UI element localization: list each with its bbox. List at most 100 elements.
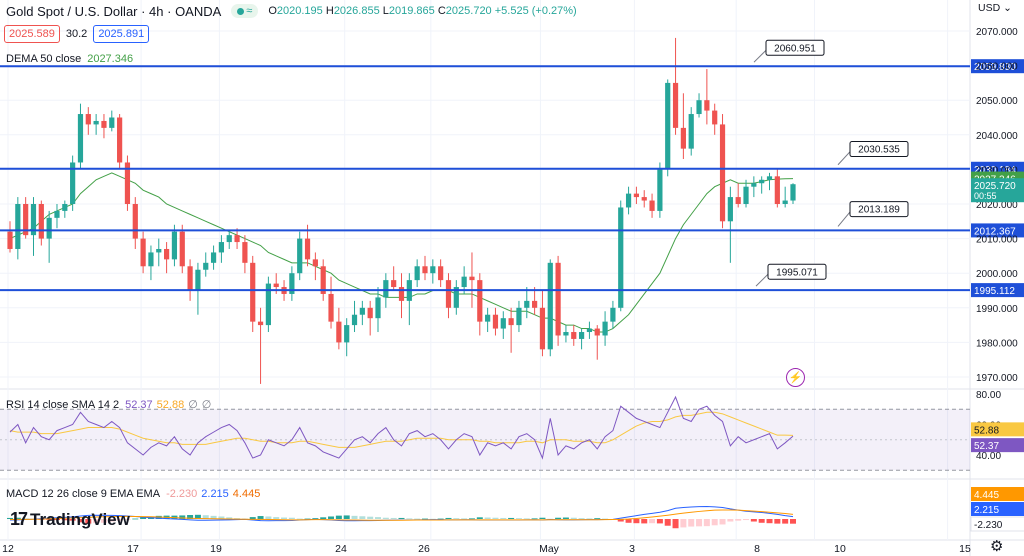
candle[interactable] (610, 307, 616, 322)
candle[interactable] (62, 204, 68, 211)
candle[interactable] (469, 276, 475, 281)
macd-histogram-bar[interactable] (210, 515, 217, 519)
candle[interactable] (359, 307, 365, 315)
macd-histogram-bar[interactable] (461, 518, 468, 520)
candle[interactable] (774, 176, 780, 204)
dema-legend[interactable]: DEMA 50 close 2027.346 (6, 53, 134, 65)
macd-histogram-bar[interactable] (312, 518, 319, 519)
candle[interactable] (320, 266, 326, 294)
macd-histogram-bar[interactable] (727, 519, 734, 522)
macd-histogram-bar[interactable] (328, 516, 335, 519)
candle[interactable] (500, 318, 506, 329)
candle[interactable] (203, 262, 209, 270)
macd-histogram-bar[interactable] (758, 519, 765, 523)
macd-histogram-bar[interactable] (187, 515, 194, 519)
candle[interactable] (453, 287, 459, 308)
candle[interactable] (790, 184, 796, 201)
candle[interactable] (54, 210, 60, 218)
macd-histogram-bar[interactable] (382, 517, 389, 519)
candle[interactable] (234, 235, 240, 243)
candle[interactable] (665, 82, 671, 170)
candle[interactable] (383, 280, 389, 298)
candle[interactable] (751, 183, 757, 187)
candle[interactable] (578, 332, 585, 339)
macd-histogram-bar[interactable] (656, 519, 663, 524)
candle[interactable] (680, 127, 686, 149)
macd-histogram-bar[interactable] (265, 516, 272, 519)
candle[interactable] (218, 242, 225, 253)
macd-histogram-bar[interactable] (492, 517, 499, 519)
candle[interactable] (109, 117, 115, 128)
rsi-legend[interactable]: RSI 14 close SMA 14 2 52.37 52.88 ∅ ∅ (6, 399, 212, 411)
candle[interactable] (7, 231, 13, 249)
macd-histogram-bar[interactable] (116, 519, 123, 521)
candle[interactable] (77, 114, 84, 163)
macd-pane[interactable] (7, 506, 796, 529)
candle[interactable] (93, 120, 99, 125)
rsi-pane[interactable] (0, 395, 970, 471)
candle[interactable] (704, 100, 710, 111)
candle[interactable] (438, 266, 444, 281)
candle[interactable] (563, 332, 569, 336)
candle[interactable] (445, 280, 452, 308)
macd-histogram-bar[interactable] (539, 517, 546, 519)
candle[interactable] (571, 332, 577, 339)
macd-histogram-bar[interactable] (445, 517, 452, 519)
candle[interactable] (532, 300, 538, 308)
candle[interactable] (351, 314, 358, 326)
macd-histogram-bar[interactable] (774, 519, 781, 524)
candle[interactable] (164, 248, 170, 260)
price-callout[interactable] (849, 141, 909, 158)
candle[interactable] (273, 283, 279, 288)
macd-histogram-bar[interactable] (578, 518, 585, 519)
macd-histogram-bar[interactable] (484, 517, 491, 519)
macd-histogram-bar[interactable] (398, 517, 405, 519)
candle[interactable] (328, 293, 334, 322)
macd-histogram-bar[interactable] (61, 519, 68, 521)
price-callout[interactable] (849, 201, 909, 218)
macd-histogram-bar[interactable] (523, 518, 530, 520)
macd-histogram-bar[interactable] (46, 519, 53, 520)
macd-histogram-bar[interactable] (508, 517, 515, 519)
macd-histogram-bar[interactable] (124, 519, 131, 520)
macd-histogram-bar[interactable] (711, 519, 718, 526)
macd-histogram-bar[interactable] (320, 517, 327, 519)
macd-histogram-bar[interactable] (335, 515, 342, 519)
macd-histogram-bar[interactable] (100, 519, 107, 523)
macd-histogram-bar[interactable] (257, 516, 264, 519)
macd-signal-line[interactable] (9, 509, 794, 521)
macd-histogram-bar[interactable] (672, 519, 679, 529)
macd-histogram-bar[interactable] (555, 517, 562, 519)
macd-histogram-bar[interactable] (562, 517, 569, 519)
candle[interactable] (148, 252, 154, 267)
macd-histogram-bar[interactable] (296, 518, 303, 520)
macd-histogram-bar[interactable] (743, 519, 750, 521)
symbol-title[interactable]: Gold Spot / U.S. Dollar · 4h · OANDA (6, 3, 222, 19)
candle[interactable] (375, 297, 381, 319)
candle[interactable] (289, 273, 295, 294)
macd-histogram-bar[interactable] (664, 519, 671, 526)
macd-histogram-bar[interactable] (766, 519, 773, 524)
candle[interactable] (712, 110, 718, 125)
macd-histogram-bar[interactable] (500, 517, 507, 519)
macd-histogram-bar[interactable] (750, 519, 757, 522)
candle[interactable] (727, 197, 733, 222)
macd-histogram-bar[interactable] (179, 515, 186, 519)
macd-histogram-bar[interactable] (649, 519, 656, 524)
macd-legend[interactable]: MACD 12 26 close 9 EMA EMA -2.230 2.215 4.4… (6, 488, 261, 500)
candle[interactable] (492, 314, 499, 329)
candle[interactable] (195, 269, 201, 291)
candle[interactable] (38, 204, 44, 239)
rsi-line[interactable] (9, 395, 794, 460)
macd-histogram-bar[interactable] (194, 514, 201, 519)
settings-gear-icon[interactable]: ⚙ (990, 538, 1004, 555)
bid-price-button[interactable]: 2025.589 (4, 25, 60, 43)
macd-histogram-bar[interactable] (85, 519, 92, 524)
candle[interactable] (547, 262, 553, 350)
candle[interactable] (117, 117, 123, 163)
candle[interactable] (524, 300, 530, 308)
lightning-icon[interactable]: ⚡ (786, 368, 805, 387)
candle[interactable] (735, 197, 741, 204)
candle[interactable] (516, 307, 522, 326)
